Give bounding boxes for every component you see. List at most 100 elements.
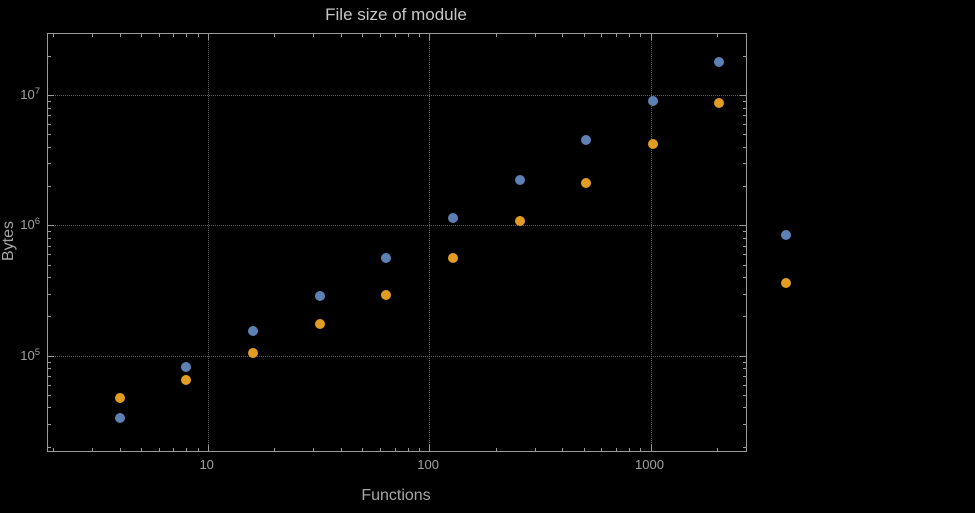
y-tick-exponent: 7 — [34, 86, 40, 98]
chart-title: File size of module — [325, 5, 467, 24]
data-point-series-orange — [247, 347, 258, 358]
tick-mark — [743, 293, 746, 295]
tick-mark — [743, 264, 746, 266]
data-point-series-orange — [314, 318, 325, 329]
data-point-series-blue — [381, 253, 392, 264]
tick-mark — [743, 231, 746, 233]
tick-mark — [640, 448, 642, 451]
tick-mark — [119, 448, 121, 451]
data-point-series-blue — [781, 229, 792, 240]
data-point-series-blue — [714, 56, 725, 67]
data-point-series-blue — [247, 325, 258, 336]
tick-mark — [48, 361, 51, 363]
tick-mark — [274, 34, 276, 37]
tick-mark — [743, 423, 746, 425]
tick-mark — [743, 277, 746, 279]
y-tick-label: 105 — [20, 346, 40, 363]
tick-mark — [48, 355, 54, 357]
tick-mark — [48, 115, 51, 117]
y-tick-exponent: 6 — [34, 216, 40, 228]
tick-mark — [740, 95, 746, 97]
tick-mark — [48, 446, 51, 448]
tick-mark — [52, 448, 54, 451]
tick-mark — [629, 34, 630, 37]
tick-mark — [341, 34, 342, 37]
data-point-series-blue — [314, 291, 325, 302]
tick-mark — [429, 34, 431, 40]
tick-mark — [743, 254, 746, 256]
tick-mark — [743, 101, 746, 103]
tick-mark — [534, 34, 536, 37]
tick-mark — [717, 448, 719, 451]
tick-mark — [119, 34, 121, 37]
data-point-series-blue — [514, 174, 525, 185]
tick-mark — [601, 34, 603, 37]
data-point-series-orange — [114, 393, 125, 404]
tick-mark — [743, 107, 746, 109]
tick-mark — [394, 34, 396, 37]
tick-mark — [743, 134, 746, 136]
tick-mark — [173, 34, 175, 37]
x-tick-label: 100 — [417, 457, 439, 472]
tick-mark — [743, 238, 746, 239]
data-point-series-blue — [581, 135, 592, 146]
tick-mark — [743, 384, 746, 386]
tick-mark — [362, 34, 364, 37]
tick-mark — [650, 445, 652, 451]
tick-mark — [186, 448, 188, 451]
tick-mark — [197, 34, 199, 37]
data-point-series-orange — [781, 278, 792, 289]
tick-mark — [380, 34, 381, 37]
tick-mark — [743, 368, 746, 370]
tick-mark — [362, 448, 364, 451]
tick-mark — [313, 34, 315, 37]
gridline-horizontal — [48, 95, 746, 97]
tick-mark — [48, 225, 54, 227]
tick-mark — [429, 445, 431, 451]
tick-mark — [48, 277, 51, 279]
tick-mark — [48, 316, 51, 318]
tick-mark — [158, 34, 160, 37]
tick-mark — [91, 448, 93, 451]
tick-mark — [48, 394, 51, 396]
tick-mark — [141, 34, 142, 37]
tick-mark — [583, 34, 585, 37]
tick-mark — [197, 448, 199, 451]
tick-mark — [48, 368, 51, 370]
tick-mark — [495, 34, 497, 37]
tick-mark — [562, 34, 564, 37]
data-point-series-orange — [514, 216, 525, 226]
gridline-horizontal — [48, 225, 746, 227]
tick-mark — [601, 448, 603, 451]
tick-mark — [380, 448, 381, 451]
tick-mark — [562, 448, 564, 451]
tick-mark — [616, 448, 618, 451]
tick-mark — [616, 34, 618, 37]
tick-mark — [48, 186, 51, 188]
tick-mark — [640, 34, 642, 37]
x-tick-label: 10 — [199, 457, 214, 472]
tick-mark — [743, 245, 746, 247]
tick-mark — [407, 34, 409, 37]
tick-mark — [48, 245, 51, 247]
tick-mark — [48, 56, 51, 57]
tick-mark — [207, 445, 209, 451]
x-tick-label: 1000 — [635, 457, 664, 472]
tick-mark — [743, 375, 746, 377]
tick-mark — [48, 107, 51, 109]
tick-mark — [495, 448, 497, 451]
tick-mark — [141, 448, 142, 451]
tick-mark — [48, 95, 54, 97]
plot-area — [47, 33, 792, 452]
tick-mark — [48, 147, 51, 148]
tick-mark — [743, 316, 746, 318]
data-point-series-orange — [647, 139, 658, 150]
gridline-vertical — [207, 34, 209, 451]
tick-mark — [274, 448, 276, 451]
tick-mark — [48, 264, 51, 266]
tick-mark — [743, 446, 746, 448]
tick-mark — [407, 448, 409, 451]
tick-mark — [48, 231, 51, 233]
tick-mark — [650, 34, 652, 40]
tick-mark — [186, 34, 188, 37]
